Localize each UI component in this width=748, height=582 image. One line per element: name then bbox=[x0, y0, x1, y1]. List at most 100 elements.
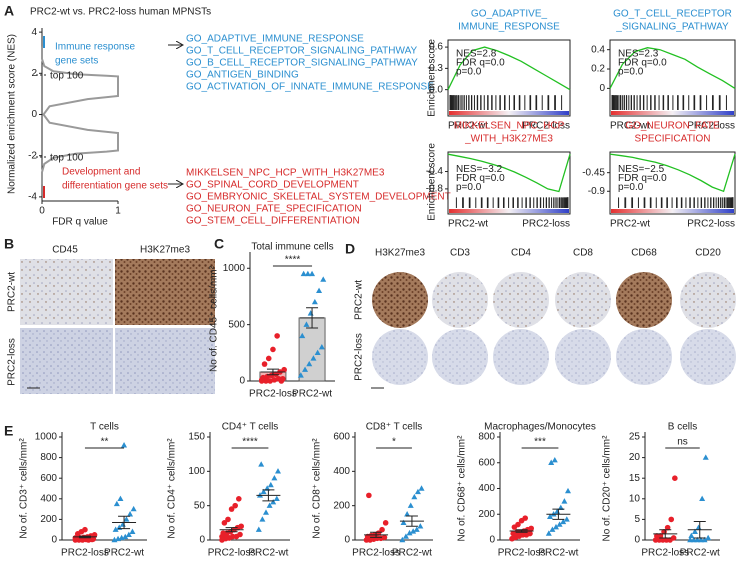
error-bar bbox=[515, 529, 528, 533]
point bbox=[547, 513, 553, 520]
y-tick-label: 0.6 bbox=[429, 42, 443, 53]
gene-set: GO_T_CELL_RECEPTOR_SIGNALING_PATHWAY bbox=[186, 46, 418, 57]
row-label: PRC2-wt bbox=[354, 280, 365, 320]
rank-bar bbox=[449, 111, 569, 115]
x-tick-label: PRC2-wt bbox=[538, 548, 578, 559]
point bbox=[565, 487, 571, 494]
y-axis-label: Normalized enrichment score (NES) bbox=[7, 34, 18, 194]
error-bar bbox=[225, 527, 238, 533]
point bbox=[259, 516, 266, 522]
panel-label: E bbox=[4, 423, 13, 439]
point bbox=[238, 523, 244, 530]
tma-core bbox=[493, 272, 549, 328]
gsea-title: GO_T_CELL_RECEPTOR bbox=[613, 9, 732, 20]
point bbox=[130, 505, 137, 512]
y-axis-label: No of. CD68⁺ cells/mm² bbox=[457, 435, 468, 542]
gsea-stat: NES=2.8 bbox=[456, 49, 497, 60]
gsea-frame bbox=[447, 39, 571, 117]
point bbox=[270, 346, 276, 353]
point bbox=[266, 502, 273, 508]
panel-label: B bbox=[4, 236, 14, 252]
point bbox=[563, 516, 570, 522]
point bbox=[381, 534, 388, 541]
gsea-x-label: PRC2-wt bbox=[610, 121, 650, 132]
y-tick-label: 400 bbox=[478, 483, 495, 494]
column-label: CD8 bbox=[573, 248, 593, 259]
sig-label: * bbox=[392, 437, 396, 448]
tma-core bbox=[372, 329, 428, 385]
point bbox=[302, 366, 309, 372]
error-bar bbox=[306, 307, 319, 329]
gene-set: GO_SPINAL_CORD_DEVELOPMENT bbox=[186, 180, 359, 191]
point bbox=[299, 332, 306, 339]
point bbox=[222, 531, 229, 538]
y-tick-label: 600 bbox=[478, 457, 495, 468]
y-tick-label: -0.9 bbox=[588, 186, 606, 197]
plot-title: B cells bbox=[668, 422, 697, 433]
y-axis-label: No of. CD8⁺ cells/mm² bbox=[312, 438, 323, 539]
y-tick-label: 0 bbox=[51, 535, 57, 546]
y-tick-label: -4 bbox=[28, 192, 37, 203]
point bbox=[404, 511, 411, 517]
y-tick-label: 400 bbox=[40, 493, 57, 504]
x-tick-label: 0 bbox=[39, 206, 45, 217]
sig-label: ns bbox=[677, 437, 688, 448]
tma-core bbox=[555, 329, 611, 385]
y-tick-label: 200 bbox=[333, 500, 350, 511]
point bbox=[306, 360, 313, 367]
gsea-title: GO_NEURON_FATE bbox=[625, 121, 720, 132]
panel-label: D bbox=[345, 241, 355, 257]
point bbox=[556, 521, 563, 527]
group-label: Immune response bbox=[55, 42, 135, 53]
point bbox=[548, 459, 555, 465]
ihc-image bbox=[20, 328, 113, 394]
gene-set: GO_ACTIVATION_OF_INNATE_IMMUNE_RESPONSE bbox=[186, 82, 434, 93]
x-tick-label: PRC2-wt bbox=[248, 548, 288, 559]
gsea-stat: NES=2.3 bbox=[618, 49, 659, 60]
point bbox=[122, 533, 129, 540]
y-tick-label: 0 bbox=[634, 535, 640, 546]
point bbox=[117, 495, 124, 501]
point bbox=[528, 525, 534, 532]
point bbox=[318, 343, 325, 350]
y-tick-label: -0.4 bbox=[426, 166, 444, 177]
column-label: H3K27me3 bbox=[140, 245, 190, 256]
point bbox=[267, 378, 273, 384]
y-tick-label: -0.45 bbox=[582, 167, 605, 178]
point bbox=[304, 270, 311, 277]
y-axis-label: No of. CD3⁺ cells/mm² bbox=[19, 438, 30, 539]
y-tick-label: 0.0 bbox=[429, 84, 443, 95]
tma-core bbox=[555, 272, 611, 328]
y-tick-label: 800 bbox=[478, 432, 495, 443]
x-tick-label: PRC2-loss bbox=[641, 548, 689, 559]
column-label: CD4 bbox=[511, 248, 531, 259]
point bbox=[258, 461, 265, 467]
gsea-frame bbox=[447, 151, 571, 215]
point bbox=[121, 442, 128, 448]
point bbox=[379, 526, 385, 533]
point bbox=[309, 270, 316, 277]
point bbox=[123, 516, 130, 522]
gsea-x-label: PRC2-wt bbox=[610, 219, 650, 230]
point bbox=[366, 492, 372, 499]
point bbox=[400, 519, 407, 526]
point bbox=[225, 516, 231, 523]
point bbox=[414, 488, 421, 495]
gene-set: GO_STEM_CELL_DIFFERENTIATION bbox=[186, 216, 360, 227]
row-label: PRC2-loss bbox=[354, 333, 365, 381]
plot-title: CD8⁺ T cells bbox=[366, 422, 423, 433]
point bbox=[406, 529, 413, 536]
point bbox=[705, 534, 712, 541]
y-tick-label: 200 bbox=[40, 514, 57, 525]
sig-label: **** bbox=[285, 255, 301, 266]
point bbox=[549, 526, 556, 532]
group-label: differentiation gene sets bbox=[62, 181, 168, 192]
y-tick-label: -0.8 bbox=[426, 184, 444, 195]
gsea-stat: p=0.0 bbox=[456, 182, 482, 193]
point bbox=[545, 530, 552, 536]
point bbox=[228, 506, 235, 512]
tma-core bbox=[493, 329, 549, 385]
point bbox=[226, 535, 232, 541]
gsea-y-label: Enrichment score bbox=[427, 39, 438, 117]
column-label: CD3 bbox=[450, 248, 470, 259]
